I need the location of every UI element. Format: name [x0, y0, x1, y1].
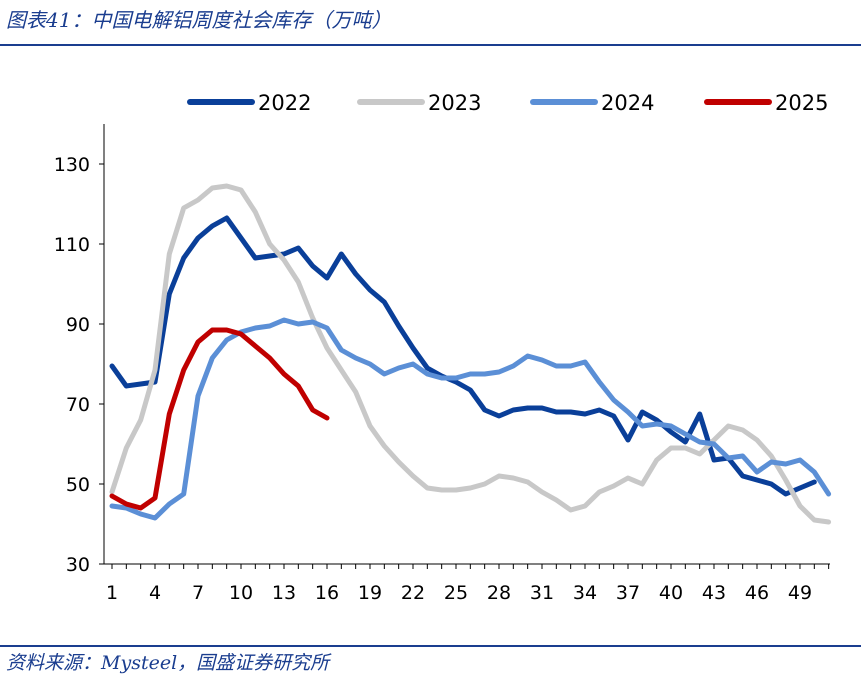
x-tick-label: 4	[149, 582, 161, 604]
x-tick-label: 46	[745, 582, 769, 604]
x-tick-label: 31	[530, 582, 554, 604]
series-line-2023	[109, 183, 832, 525]
chart-axes: 30 50 70 90 110 130 1 4 7 10 13 16 19 22 25 28 31 34 37 40 4…	[54, 124, 830, 604]
x-tick-label: 7	[192, 582, 204, 604]
y-tick-label: 30	[66, 554, 90, 576]
legend-label-2025: 2025	[775, 91, 828, 115]
x-tick-label: 34	[573, 582, 597, 604]
x-tick-label: 37	[616, 582, 640, 604]
footer-rule	[0, 645, 861, 647]
legend-label-2022: 2022	[258, 91, 311, 115]
y-tick-label: 90	[66, 314, 90, 336]
header-rule	[0, 44, 861, 46]
x-tick-label: 22	[401, 582, 425, 604]
x-tick-label: 19	[358, 582, 382, 604]
x-tick-label: 28	[487, 582, 511, 604]
chart-series	[109, 183, 832, 525]
series-line-2022	[109, 215, 817, 497]
x-tick-label: 49	[788, 582, 812, 604]
x-tick-label: 1	[106, 582, 118, 604]
line-chart: 2022 2023 2024 2025 30 50 70 90 110 130 1 4 7 10 13 16…	[54, 91, 832, 604]
legend-label-2024: 2024	[601, 91, 654, 115]
y-tick-label: 110	[54, 234, 90, 256]
x-tick-label: 43	[702, 582, 726, 604]
chart-legend: 2022 2023 2024 2025	[187, 91, 828, 115]
y-tick-label: 50	[66, 474, 90, 496]
x-tick-label: 10	[229, 582, 253, 604]
y-tick-label: 70	[66, 394, 90, 416]
x-tick-label: 16	[315, 582, 339, 604]
y-tick-label: 130	[54, 154, 90, 176]
series-line-2024	[109, 317, 832, 521]
x-tick-label: 25	[444, 582, 468, 604]
x-tick-label: 13	[272, 582, 296, 604]
series-line-2025	[109, 327, 330, 511]
chart-title: 图表41：中国电解铝周度社会库存（万吨）	[6, 8, 392, 32]
legend-label-2023: 2023	[428, 91, 481, 115]
source-note: 资料来源：Mysteel，国盛证券研究所	[6, 652, 330, 674]
x-tick-label: 40	[659, 582, 683, 604]
